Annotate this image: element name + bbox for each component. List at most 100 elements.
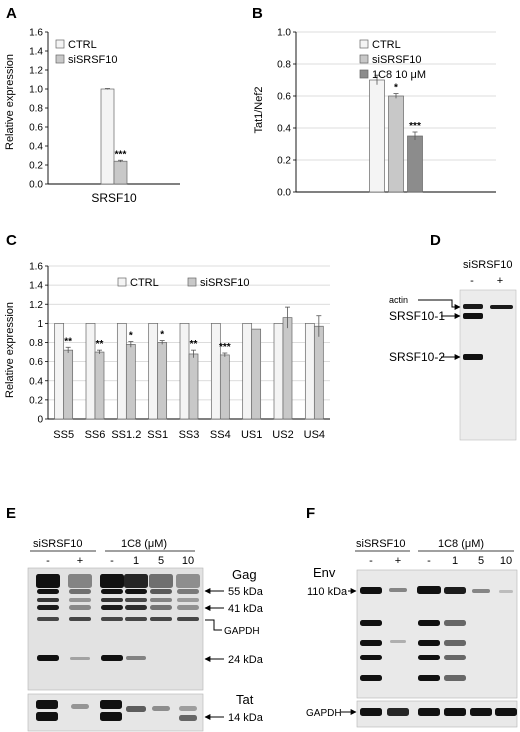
panel-label-c: C [6,232,17,249]
blot-f-env-band [444,675,466,681]
chart-c-bar [273,323,284,420]
blot-e-gag-band [126,656,146,660]
chart-b: Tat1/Nef2 0.00.20.40.60.81.0****CTRLsiSR… [253,28,496,199]
blot-e-gag-band [37,617,59,621]
blot-e-gag-band [69,617,91,621]
chart-a-significance: *** [115,149,127,160]
blot-f-gapdh-bands [360,708,517,716]
chart-c-bar [282,317,293,420]
panel-label-b: B [252,5,263,22]
chart-c-legend-label: siSRSF10 [200,277,250,289]
chart-b-significance: * [394,83,398,94]
blot-e-lane-6: 10 [182,555,194,567]
panel-label-d: D [430,232,441,249]
chart-c-bar [251,328,262,420]
blot-e-tat-band [179,715,197,721]
blot-e-gag-band [149,574,173,588]
blot-d-membrane [459,289,517,441]
chart-a-ylabel: Relative expression [4,54,16,150]
blot-d-label-srsf10-1: SRSF10-1 [389,309,445,323]
chart-c-ytick-label: 1.4 [29,281,43,292]
chart-c-bar [157,342,168,420]
blot-f-gapdh-band [444,708,466,716]
blot-f-env-band [418,675,440,681]
blot-f-lane-1: - [369,555,373,567]
chart-b-ytick-label: 0.0 [277,188,291,199]
chart-b-legend-swatch [359,69,369,79]
chart-a-ytick-label: 0.8 [29,104,43,115]
blot-f-group1: siSRSF10 [356,538,406,550]
chart-a-category-label: SRSF10 [91,191,137,205]
chart-b-legend-swatch [359,39,369,49]
blot-f-gapdh-band [360,708,382,716]
chart-a-legend-label: CTRL [68,39,97,51]
blot-e-gag-band [124,574,148,588]
blot-f-env-band [444,655,466,660]
blot-d-label-actin: actin [389,295,408,305]
chart-c-bar [148,323,159,420]
blot-e-tat-bands [36,700,197,721]
chart-c-bar [242,323,253,420]
chart-b-legend-swatch [359,54,369,64]
blot-e-gag-bands [36,574,200,661]
blot-f-env-band [472,589,490,593]
blot-e-gag-band [70,657,90,660]
chart-c-bar [125,344,136,420]
chart-c-bar [313,325,324,420]
blot-d-lane-minus: - [470,275,474,287]
blot-e-gag-band [177,617,199,621]
chart-c-category-label: US2 [272,429,293,441]
chart-c-category-label: SS3 [179,429,200,441]
blot-f-env-band [418,640,440,646]
blot-e-gag-band [125,605,147,610]
chart-c-bar [188,353,199,420]
chart-c: Relative expression 0 0.2 0.4 0.6 0.8 1 1.2 1.4… [4,262,330,441]
blot-d-band-actin-1 [463,304,483,309]
blot-e-gag-band [150,598,172,602]
blot-f-env-band [360,675,382,681]
chart-c-ytick-label: 1.2 [29,300,43,311]
blot-e-tat-band [100,712,122,721]
blot-e-gag-band [125,617,147,621]
chart-b-ytick-label: 1.0 [277,28,291,39]
chart-c-category-label: SS5 [53,429,74,441]
chart-a-legend-swatch [55,39,65,49]
panel-label-e: E [6,505,16,522]
chart-c-bar [54,323,65,420]
chart-c-ytick-label: 0.2 [29,395,43,406]
chart-c-category-label: SS4 [210,429,231,441]
blot-e-membrane-gag [27,567,204,691]
blot-d-band-srsf10-2 [463,354,483,360]
blot-e-gag-band [100,574,124,588]
blot-e-tat-band [179,706,197,711]
blot-e-bracket-gapdh [205,619,222,631]
blot-e-gag-band [177,589,199,594]
blot-e-gag-band [37,598,59,602]
blot-e-gag-band [125,589,147,594]
blot-e-label-24: 24 kDa [228,654,264,666]
chart-a-ytick-label: 1.2 [29,66,43,77]
blot-f-env-band [389,588,407,592]
blot-e-label-gag: Gag [232,567,257,582]
blot-e-gag-band [150,589,172,594]
chart-a-bar [100,88,115,185]
chart-c-ytick-label: 0.8 [29,338,43,349]
blot-f-label-110: 110 kDa [307,586,348,598]
blot-f-group2: 1C8 (μM) [438,538,484,550]
chart-c-ylabel: Relative expression [4,302,16,398]
blot-e-tat-band [36,712,58,721]
blot-e-gag-band [68,574,92,588]
chart-c-bar [85,323,96,420]
blot-f: siSRSF10 1C8 (μM) - + - 1 5 10 Env 110 k… [306,538,518,728]
blot-f-env-band [444,587,466,594]
chart-c-bar [63,349,74,420]
blot-e-gag-band [37,605,59,610]
blot-f-env-band [360,640,382,646]
blot-d-arrow-actin [418,299,461,310]
chart-c-legend-swatch [117,277,127,287]
blot-e-lane-2: + [77,555,83,567]
chart-b-bar [369,79,385,193]
chart-c-category-label: SS1.2 [111,429,141,441]
blot-f-env-band [417,586,441,594]
